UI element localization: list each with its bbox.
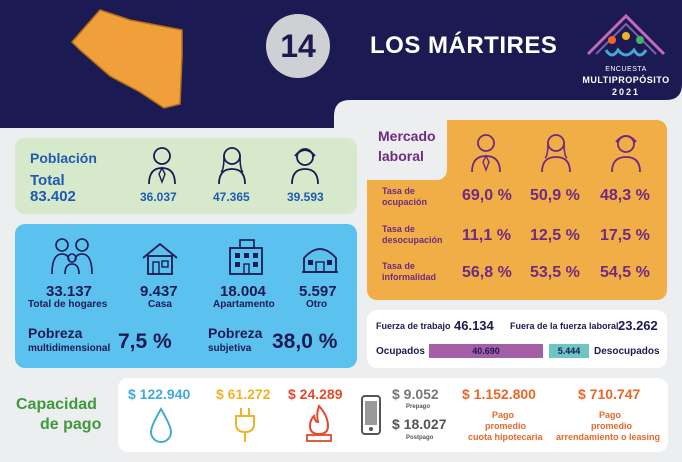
rent-label-2: promedio bbox=[591, 421, 633, 431]
payment-capacity-label-1: Capacidad bbox=[16, 396, 97, 413]
population-total-label: Total bbox=[30, 172, 65, 189]
population-youth-value: 39.593 bbox=[287, 190, 324, 204]
employment-rate-label-1: Tasa de bbox=[382, 186, 415, 196]
labor-market-label-2: laboral bbox=[378, 148, 424, 164]
mortgage-label-2: promedio bbox=[485, 421, 527, 431]
subjective-poverty-sublabel: subjetiva bbox=[208, 343, 252, 354]
households-total-value: 33.137 bbox=[46, 283, 92, 300]
logo-text-encuesta: ENCUESTA bbox=[605, 66, 647, 73]
informality-rate-label-2: informalidad bbox=[382, 272, 437, 282]
logo-text-year: 2021 bbox=[611, 87, 641, 97]
youth-worker-icon bbox=[611, 135, 641, 173]
labor-market-label-1: Mercado bbox=[378, 128, 436, 144]
population-total-value: 83.402 bbox=[30, 188, 76, 205]
man-icon bbox=[148, 147, 176, 185]
employment-rate-label-2: ocupación bbox=[382, 197, 428, 207]
unemployment-rate-men: 11,1 % bbox=[462, 227, 511, 244]
gas-flame-icon bbox=[306, 404, 332, 442]
multidim-poverty-value: 7,5 % bbox=[118, 330, 172, 353]
prepaid-value: $ 9.052 bbox=[392, 386, 439, 402]
multidim-poverty-label: Pobreza bbox=[28, 325, 83, 341]
payment-capacity-label-2: de pago bbox=[40, 416, 102, 433]
households-total-label: Total de hogares bbox=[28, 299, 108, 310]
labor-force-label: Fuerza de trabajo bbox=[376, 321, 451, 331]
apartment-icon bbox=[229, 239, 263, 275]
house-icon bbox=[142, 242, 178, 275]
unemployment-rate-label-2: desocupación bbox=[382, 235, 443, 245]
unemployed-bar: 5.444 bbox=[549, 344, 589, 358]
youth-icon bbox=[291, 148, 319, 185]
phone-icon bbox=[361, 395, 381, 435]
locality-title: LOS MÁRTIRES bbox=[370, 32, 558, 59]
multidim-poverty-sublabel: multidimensional bbox=[28, 343, 111, 354]
gas-value: $ 24.289 bbox=[288, 386, 343, 402]
employment-rate-youth: 48,3 % bbox=[600, 187, 650, 204]
rent-label-3: arrendamiento o leasing bbox=[556, 432, 661, 442]
prepaid-label: Prepago bbox=[406, 404, 431, 410]
mortgage-label-3: cuota hipotecaria bbox=[468, 432, 543, 442]
outside-labor-force-value: 23.262 bbox=[618, 318, 658, 333]
labor-force-value: 46.134 bbox=[454, 318, 494, 333]
subjective-poverty-label: Pobreza bbox=[208, 325, 263, 341]
house-label: Casa bbox=[148, 299, 172, 310]
employment-rate-men: 69,0 % bbox=[462, 187, 512, 204]
woman-icon bbox=[218, 147, 246, 185]
energy-value: $ 61.272 bbox=[216, 386, 271, 402]
informality-rate-label-1: Tasa de bbox=[382, 261, 415, 271]
unemployed-label: Desocupados bbox=[594, 346, 660, 357]
man-worker-icon bbox=[471, 134, 501, 173]
survey-logo bbox=[586, 13, 666, 57]
logo-text-multiproposito: MULTIPROPÓSITO bbox=[582, 75, 670, 85]
woman-worker-icon bbox=[541, 134, 571, 173]
informality-rate-youth: 54,5 % bbox=[600, 264, 650, 281]
population-women-value: 47.365 bbox=[213, 190, 250, 204]
employed-label: Ocupados bbox=[376, 346, 425, 357]
households-card bbox=[15, 224, 357, 368]
other-dwelling-icon bbox=[302, 248, 338, 273]
mortgage-value: $ 1.152.800 bbox=[462, 386, 536, 402]
unemployment-rate-label-1: Tasa de bbox=[382, 224, 415, 234]
informality-rate-women: 53,5 % bbox=[530, 264, 580, 281]
employed-bar: 40.690 bbox=[429, 344, 543, 358]
unemployment-rate-women: 12,5 % bbox=[530, 227, 580, 244]
informality-rate-men: 56,8 % bbox=[462, 264, 512, 281]
header: 14 LOS MÁRTIRES ENCUESTA MULTIPROPÓSITO … bbox=[0, 0, 682, 128]
rent-label-1: Pago bbox=[599, 410, 622, 420]
locality-map-shape bbox=[70, 9, 183, 109]
postpaid-value: $ 18.027 bbox=[392, 416, 447, 432]
payment-capacity-card bbox=[118, 378, 668, 452]
subjective-poverty-value: 38,0 % bbox=[272, 330, 338, 353]
locality-number: 14 bbox=[266, 14, 330, 78]
other-dwelling-label: Otro bbox=[306, 299, 328, 310]
unemployment-rate-youth: 17,5 % bbox=[600, 227, 650, 244]
family-icon bbox=[51, 238, 93, 275]
employment-rate-women: 50,9 % bbox=[530, 187, 580, 204]
population-men-value: 36.037 bbox=[140, 190, 177, 204]
apartment-label: Apartamento bbox=[213, 299, 275, 310]
apartment-value: 18.004 bbox=[220, 283, 266, 300]
rent-value: $ 710.747 bbox=[578, 386, 641, 402]
house-value: 9.437 bbox=[140, 283, 178, 300]
labor-market-label-notch bbox=[367, 120, 447, 180]
other-dwelling-value: 5.597 bbox=[299, 283, 337, 300]
population-label: Población bbox=[30, 150, 97, 166]
postpaid-label: Postpago bbox=[406, 435, 434, 441]
water-drop-icon bbox=[149, 407, 173, 443]
labor-force-card bbox=[367, 310, 667, 368]
plug-icon bbox=[235, 408, 255, 442]
mortgage-label-1: Pago bbox=[492, 410, 515, 420]
outside-labor-force-label: Fuera de la fuerza laboral bbox=[510, 321, 619, 331]
water-value: $ 122.940 bbox=[128, 386, 191, 402]
